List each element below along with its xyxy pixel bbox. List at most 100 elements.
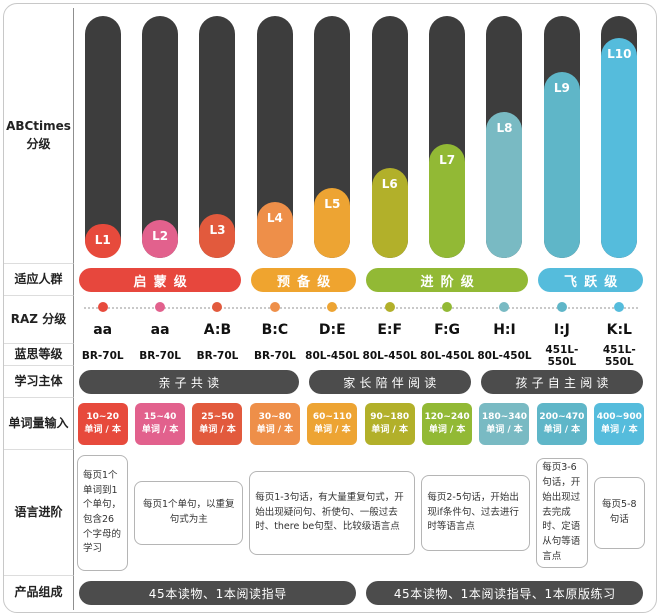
level-bar-fill-l7: L7 xyxy=(429,144,466,258)
level-bar-l3: L3 xyxy=(199,16,236,258)
word-unit: 单词 / 本 xyxy=(428,425,466,435)
level-bar-l1: L1 xyxy=(84,16,121,258)
word-range: 120~240 xyxy=(424,411,470,422)
level-label-l7: L7 xyxy=(439,153,456,167)
word-count-l1: 10~20 单词 / 本 xyxy=(77,403,128,445)
row-audience: 适应人群 启蒙级 预备级 进阶级 飞跃级 xyxy=(4,264,648,296)
subject-pill-accompanied-reading: 家长陪伴阅读 xyxy=(308,370,471,394)
language-note-3: 每页1-3句话，有大量重复句式，开始出现疑问句、祈使句、一般过去时、there … xyxy=(249,471,416,555)
row-label-raz: RAZ 分级 xyxy=(4,296,74,344)
raz-level-l10: K:L xyxy=(606,322,632,338)
level-label-l6: L6 xyxy=(381,177,398,191)
level-bar-fill-l10: L10 xyxy=(601,38,638,258)
level-bar-fill-l9: L9 xyxy=(543,72,580,258)
word-count-l9: 200~470 单词 / 本 xyxy=(536,403,587,445)
level-bar-fill-l5: L5 xyxy=(314,188,351,258)
product-pill-basic: 45本读物、1本阅读指导 xyxy=(79,581,356,605)
level-bar-fill-l8: L8 xyxy=(486,112,523,258)
row-product-composition: 产品组成 45本读物、1本阅读指导 45本读物、1本阅读指导、1本原版练习 xyxy=(4,576,648,610)
raz-letter-row: aa aa A:B B:C D:E E:F F:G H:I I:J K:L xyxy=(74,318,648,342)
raz-dot-l6 xyxy=(384,302,395,312)
level-label-l1: L1 xyxy=(94,233,111,247)
word-range: 15~40 xyxy=(143,411,177,422)
word-range: 60~110 xyxy=(312,411,352,422)
word-count-l2: 15~40 单词 / 本 xyxy=(135,403,186,445)
raz-level-l3: A:B xyxy=(203,322,232,338)
raz-level-l5: D:E xyxy=(318,322,346,338)
row-word-count: 单词量输入 10~20 单词 / 本 15~40 单词 / 本 25~50 单词 / … xyxy=(4,398,648,450)
raz-level-l9: I:J xyxy=(553,322,570,338)
word-count-l6: 90~180 单词 / 本 xyxy=(364,403,415,445)
language-note-1: 每页1个单词到1个单句，包含26个字母的学习 xyxy=(77,455,129,571)
raz-dot-l2 xyxy=(155,302,166,312)
word-unit: 单词 / 本 xyxy=(486,425,523,435)
row-label-lexile: 蓝思等级 xyxy=(4,344,74,366)
level-label-l3: L3 xyxy=(209,223,226,237)
word-range: 180~340 xyxy=(481,411,528,422)
audience-badge-leap: 飞跃级 xyxy=(538,268,643,292)
raz-level-l1: aa xyxy=(93,322,113,338)
word-unit: 单词 / 本 xyxy=(543,425,581,435)
lexile-l5: 80L-450L xyxy=(305,350,360,362)
word-unit: 单词 / 本 xyxy=(199,425,236,435)
level-label-l5: L5 xyxy=(324,197,341,211)
audience-badge-enlightenment: 启蒙级 xyxy=(79,268,242,292)
row-label-language: 语言进阶 xyxy=(4,450,74,576)
product-pill-extended: 45本读物、1本阅读指导、1本原版练习 xyxy=(366,581,643,605)
level-bar-fill-l3: L3 xyxy=(199,214,236,258)
level-label-l9: L9 xyxy=(553,81,570,95)
raz-dot-track xyxy=(74,296,648,318)
raz-dot-l1 xyxy=(97,302,108,312)
level-bar-l2: L2 xyxy=(142,16,179,258)
audience-badge-preparatory: 预备级 xyxy=(251,268,356,292)
raz-level-l8: H:I xyxy=(493,322,516,338)
level-bar-l4: L4 xyxy=(256,16,293,258)
lexile-l2: BR-70L xyxy=(139,350,181,362)
dotted-line xyxy=(84,307,638,309)
level-label-l4: L4 xyxy=(266,211,283,225)
word-range: 30~80 xyxy=(258,411,292,422)
row-label-product: 产品组成 xyxy=(4,576,74,610)
lexile-l4: BR-70L xyxy=(254,350,296,362)
word-unit: 单词 / 本 xyxy=(314,425,351,435)
raz-level-l6: E:F xyxy=(377,322,403,338)
row-lexile: 蓝思等级 BR-70L BR-70L BR-70L BR-70L 80L-450… xyxy=(4,344,648,368)
raz-level-l4: B:C xyxy=(261,322,289,338)
word-count-l3: 25~50 单词 / 本 xyxy=(192,403,243,445)
lexile-l7: 80L-450L xyxy=(419,350,475,362)
word-count-l8: 180~340 单词 / 本 xyxy=(479,403,530,445)
row-label-word-count: 单词量输入 xyxy=(4,398,74,450)
row-abctimes-levels: ABCtimes 分级 L1 L2 L3 L4 L5 L6 L7 xyxy=(4,8,648,264)
level-bar-fill-l2: L2 xyxy=(142,220,179,258)
level-bar-fill-l4: L4 xyxy=(256,202,293,258)
raz-dot-l7 xyxy=(442,302,453,312)
raz-level-l7: F:G xyxy=(434,322,461,338)
level-bar-l8: L8 xyxy=(486,16,523,258)
lexile-l9: 451L-550L xyxy=(545,344,579,368)
word-range: 200~470 xyxy=(539,411,585,422)
level-label-l10: L10 xyxy=(607,47,632,61)
raz-dot-l9 xyxy=(556,302,567,312)
word-range: 90~180 xyxy=(370,411,410,422)
raz-dot-l4 xyxy=(269,302,280,312)
word-range: 10~20 xyxy=(86,411,119,422)
subject-pill-independent-reading: 孩子自主阅读 xyxy=(480,370,643,394)
language-note-4: 每页2-5句话，开始出现if条件句、过去进行时等语言点 xyxy=(421,475,531,551)
audience-badge-advanced: 进阶级 xyxy=(366,268,529,292)
level-label-l8: L8 xyxy=(496,121,513,135)
subject-pill-parent-child-reading: 亲子共读 xyxy=(79,370,299,394)
level-bar-l7: L7 xyxy=(429,16,466,258)
row-language-progression: 语言进阶 每页1个单词到1个单句，包含26个字母的学习 每页1个单句，以重复句式… xyxy=(4,450,648,576)
row-subject: 学习主体 亲子共读 家长陪伴阅读 孩子自主阅读 xyxy=(4,366,648,398)
levels-infographic: ABCtimes 分级 L1 L2 L3 L4 L5 L6 L7 xyxy=(3,3,657,613)
level-bars: L1 L2 L3 L4 L5 L6 L7 L8 xyxy=(74,8,648,264)
lexile-l3: BR-70L xyxy=(196,350,239,362)
level-bar-l9: L9 xyxy=(543,16,580,258)
language-note-2: 每页1个单句，以重复句式为主 xyxy=(134,481,244,545)
level-label-l2: L2 xyxy=(152,229,169,243)
lexile-l6: 80L-450L xyxy=(362,350,417,362)
word-unit: 单词 / 本 xyxy=(601,425,638,435)
word-range: 400~900 xyxy=(596,411,642,422)
word-count-l4: 30~80 单词 / 本 xyxy=(249,403,300,445)
raz-dot-l10 xyxy=(614,302,625,312)
